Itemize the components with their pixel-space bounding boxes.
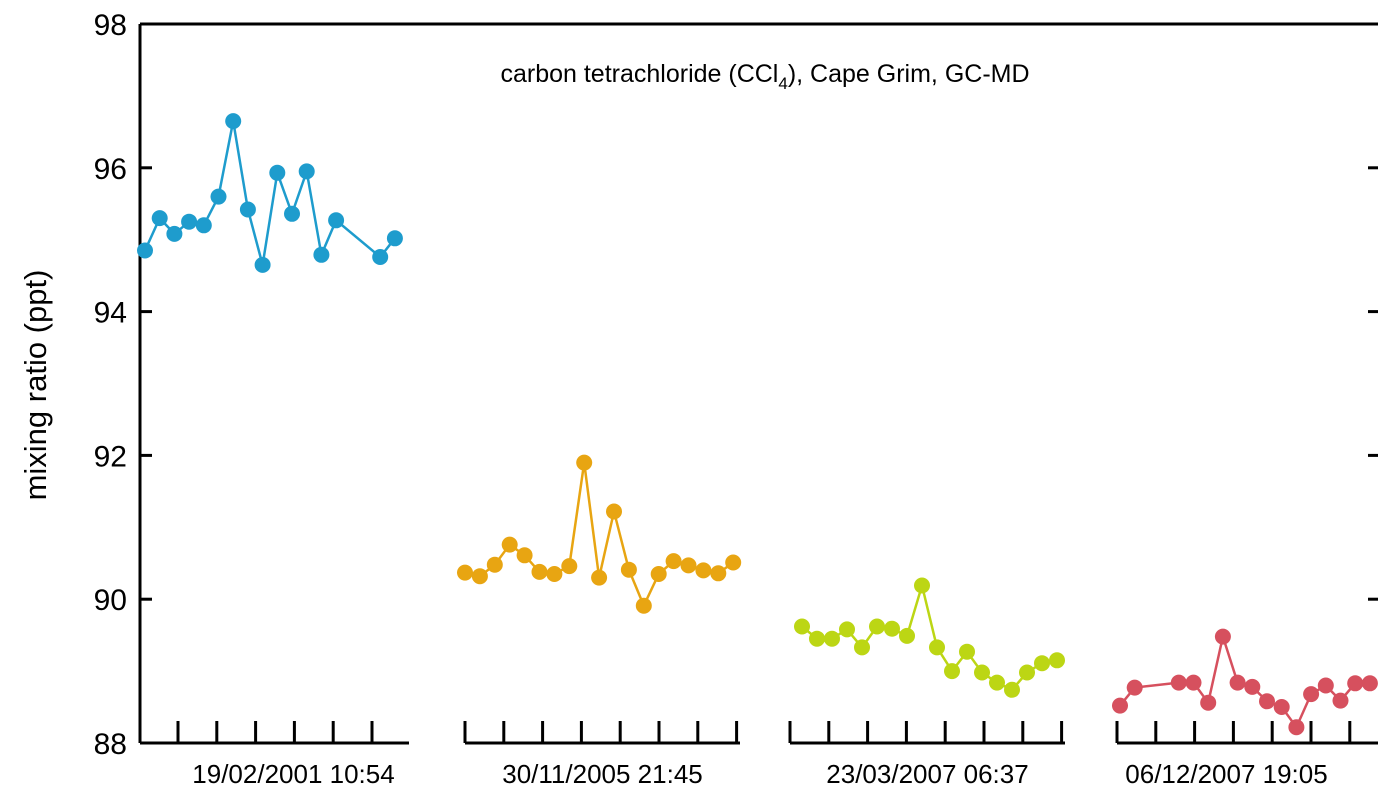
- data-point-1-8: [576, 454, 593, 471]
- data-point-0-5: [210, 188, 227, 205]
- data-point-1-9: [591, 569, 608, 586]
- data-point-2-10: [944, 663, 960, 680]
- data-point-1-12: [635, 597, 652, 614]
- data-point-0-12: [313, 246, 330, 263]
- data-point-3-1: [1126, 679, 1143, 696]
- data-point-2-4: [854, 639, 870, 656]
- x-group-label-3: 06/12/2007 19:05: [1125, 759, 1327, 789]
- series-layer: [137, 113, 1378, 736]
- data-point-0-8: [254, 256, 271, 273]
- data-point-3-6: [1229, 674, 1246, 691]
- series-0: [137, 113, 403, 273]
- series-line-2: [801, 580, 1058, 692]
- data-point-0-14: [372, 249, 389, 265]
- data-point-1-7: [561, 558, 578, 575]
- data-point-0-2: [166, 225, 183, 242]
- series-1: [457, 454, 742, 614]
- y-tick-label-1: 90: [94, 584, 127, 617]
- data-point-1-15: [680, 557, 697, 574]
- data-point-1-17: [710, 565, 727, 582]
- chart-axes: 88 90 92 94 96 98 19/02/2001 10:54 30/11/2005 2…: [94, 9, 1378, 789]
- y-tick-label-2: 92: [94, 440, 127, 473]
- data-point-0-3: [181, 213, 198, 230]
- data-point-2-6: [884, 620, 900, 637]
- y-axis-label: mixing ratio (ppt): [18, 270, 53, 501]
- series-3: [1112, 628, 1378, 736]
- data-point-2-15: [1019, 664, 1035, 681]
- data-point-3-4: [1200, 694, 1217, 711]
- data-point-1-6: [546, 566, 563, 582]
- data-point-3-10: [1288, 719, 1305, 736]
- data-point-2-11: [959, 643, 975, 660]
- data-point-0-1: [151, 210, 168, 227]
- data-point-0-7: [239, 201, 256, 218]
- data-point-3-3: [1185, 674, 1202, 691]
- data-point-3-11: [1303, 686, 1320, 703]
- data-point-3-7: [1244, 678, 1261, 695]
- series-2: [794, 577, 1065, 698]
- data-point-3-9: [1273, 699, 1290, 715]
- series-line-0: [143, 120, 396, 266]
- data-point-2-13: [989, 674, 1005, 691]
- data-point-1-13: [650, 566, 667, 582]
- data-point-2-1: [809, 630, 825, 647]
- data-point-3-8: [1259, 693, 1275, 710]
- data-point-1-2: [486, 556, 503, 573]
- data-point-1-14: [665, 553, 682, 570]
- data-point-1-3: [501, 536, 518, 553]
- y-tick-label-4: 96: [94, 153, 127, 186]
- data-point-1-11: [620, 561, 637, 578]
- data-point-3-13: [1332, 692, 1349, 709]
- data-point-2-9: [929, 639, 945, 656]
- data-point-2-16: [1034, 655, 1050, 672]
- data-point-1-4: [516, 547, 533, 564]
- y-tick-label-5: 98: [94, 9, 127, 42]
- data-point-2-8: [914, 577, 930, 594]
- data-point-0-0: [137, 242, 153, 259]
- data-point-2-2: [824, 630, 840, 647]
- data-point-3-5: [1214, 628, 1231, 645]
- data-point-0-9: [269, 164, 286, 181]
- x-group-label-1: 30/11/2005 21:45: [502, 759, 702, 789]
- data-point-2-3: [839, 621, 855, 638]
- data-point-2-0: [794, 618, 810, 635]
- data-point-0-13: [328, 212, 345, 229]
- data-point-2-14: [1004, 681, 1020, 698]
- data-point-3-15: [1361, 675, 1378, 692]
- data-point-2-12: [974, 664, 990, 681]
- chart-title-suffix: ), Cape Grim, GC-MD: [788, 60, 1030, 88]
- data-point-0-6: [225, 113, 242, 130]
- data-point-1-16: [695, 562, 712, 579]
- data-point-0-4: [195, 217, 212, 234]
- x-group-label-0: 19/02/2001 10:54: [192, 759, 394, 789]
- data-point-1-10: [606, 503, 622, 520]
- data-point-0-11: [298, 163, 315, 180]
- y-tick-label-3: 94: [94, 297, 127, 330]
- x-group-label-2: 23/03/2007 06:37: [826, 759, 1028, 789]
- data-point-1-0: [457, 564, 473, 581]
- data-point-3-2: [1170, 674, 1187, 691]
- data-point-1-5: [531, 563, 548, 580]
- chart-title: carbon tetrachloride (CCl4), Cape Grim, …: [500, 60, 1029, 93]
- data-point-0-10: [284, 205, 300, 222]
- data-point-2-5: [869, 618, 885, 635]
- data-point-1-1: [471, 568, 488, 585]
- data-point-3-0: [1112, 697, 1128, 714]
- chart-title-subscript: 4: [778, 74, 787, 93]
- y-tick-label-0: 88: [94, 728, 127, 761]
- data-point-2-17: [1049, 652, 1065, 669]
- data-point-3-14: [1347, 675, 1364, 692]
- chart-title-prefix: carbon tetrachloride (CCl: [500, 60, 778, 88]
- data-point-2-7: [899, 627, 915, 644]
- data-point-1-18: [725, 554, 742, 571]
- data-point-0-15: [386, 230, 403, 247]
- data-point-3-12: [1317, 677, 1334, 694]
